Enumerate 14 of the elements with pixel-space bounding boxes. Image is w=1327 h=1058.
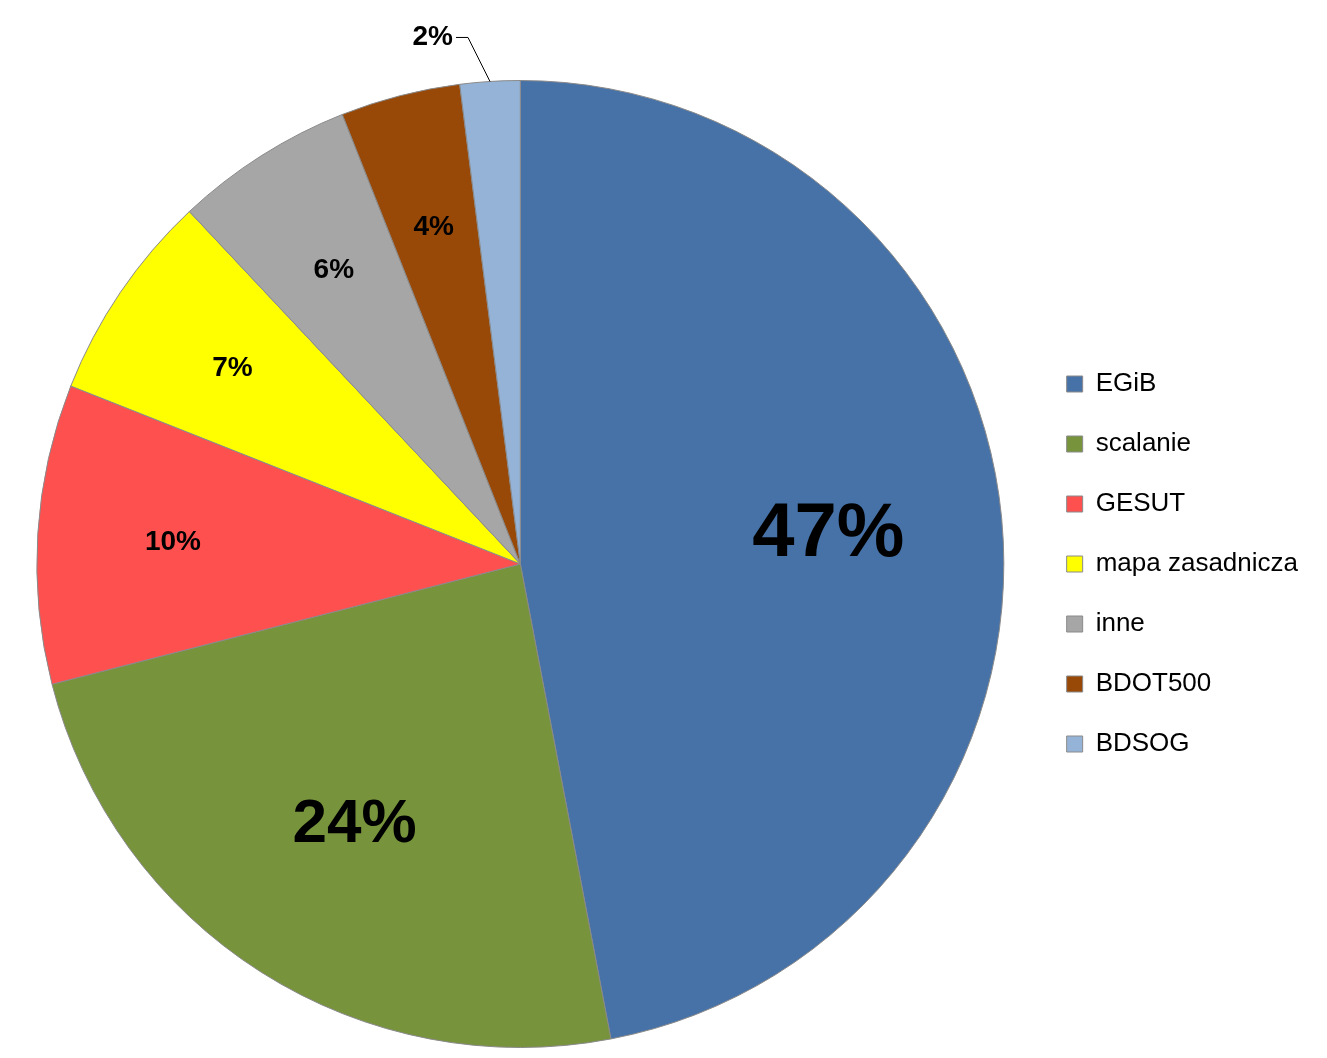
data-label: 10% (144, 524, 202, 556)
legend-label: scalanie (1095, 427, 1192, 458)
legend-label: BDOT500 (1095, 667, 1212, 698)
data-label: 7% (212, 351, 253, 383)
legend-label: BDSOG (1095, 727, 1190, 758)
legend-label: EGiB (1095, 367, 1157, 398)
data-label: 2% (412, 20, 454, 52)
legend-label: mapa zasadnicza (1095, 547, 1299, 578)
legend-label: GESUT (1095, 487, 1186, 518)
data-label: 4% (413, 209, 455, 241)
legend-label: inne (1095, 607, 1145, 638)
data-label: 24% (292, 786, 417, 856)
data-label: 47% (752, 486, 905, 572)
data-label: 6% (313, 252, 355, 284)
